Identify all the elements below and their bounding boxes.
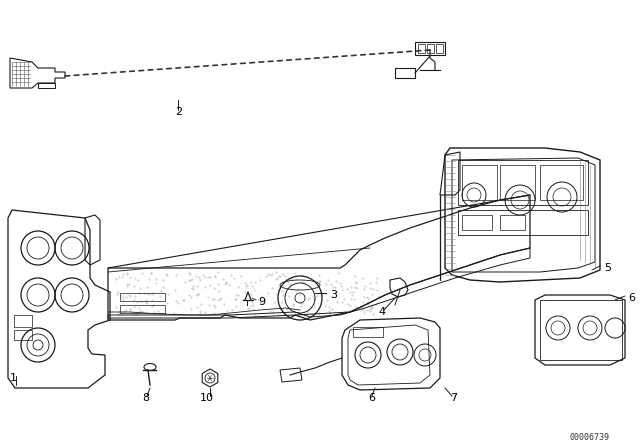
Bar — [462, 215, 492, 230]
Bar — [427, 44, 434, 53]
Text: 7: 7 — [450, 393, 457, 403]
Bar — [458, 210, 588, 235]
Text: 10: 10 — [200, 393, 214, 403]
Text: 4: 4 — [378, 307, 385, 317]
Bar — [458, 160, 588, 205]
Bar — [14, 315, 32, 327]
Bar — [120, 305, 165, 313]
Text: 6: 6 — [368, 393, 375, 403]
Text: 8: 8 — [142, 393, 149, 403]
Text: 2: 2 — [175, 107, 182, 117]
Text: 5: 5 — [604, 263, 611, 273]
Bar — [436, 44, 443, 53]
Bar — [120, 293, 165, 301]
Text: 9: 9 — [258, 297, 265, 307]
Bar — [462, 165, 497, 200]
Text: 00006739: 00006739 — [570, 433, 610, 442]
Bar — [500, 215, 525, 230]
Bar — [14, 330, 32, 340]
Text: 3: 3 — [330, 290, 337, 300]
Ellipse shape — [144, 363, 156, 370]
Bar — [418, 44, 425, 53]
Text: 6: 6 — [628, 293, 635, 303]
Bar — [540, 300, 622, 360]
Bar — [353, 327, 383, 337]
Bar — [540, 165, 583, 200]
Bar — [500, 165, 535, 200]
Text: 1: 1 — [10, 373, 17, 383]
